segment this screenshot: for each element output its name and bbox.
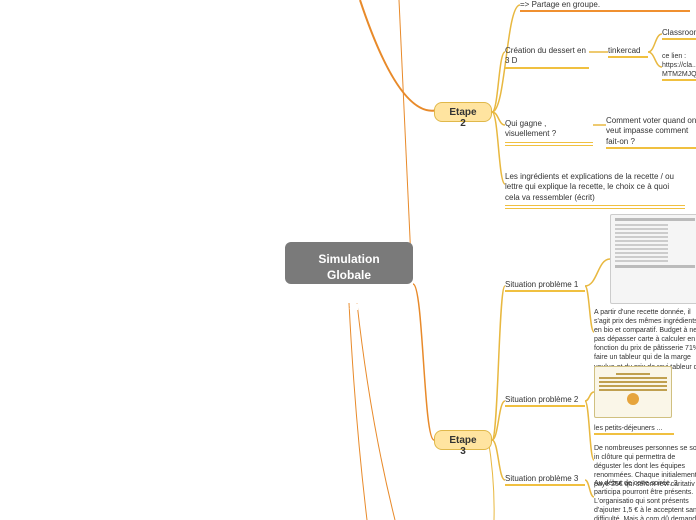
stage-etape3[interactable]: Etape 3 (434, 430, 492, 450)
node-sp3[interactable]: Situation problème 3 (505, 474, 585, 486)
node-celien[interactable]: ce lien : https://cla... MTM2MJQd... (662, 52, 696, 81)
node-sp1[interactable]: Situation problème 1 (505, 280, 585, 292)
root-title-line1: Simulation Globale (299, 252, 399, 283)
node-sp3-desc: Au début de cette soirée, 3 participa po… (594, 479, 696, 520)
node-sp2[interactable]: Situation problème 2 (505, 395, 585, 407)
node-tinkercad[interactable]: tinkercad (608, 46, 648, 58)
thumb-sp1 (610, 214, 696, 304)
node-quigagne[interactable]: Qui gagne , visuellement ? (505, 119, 593, 146)
thumb-sp2 (594, 366, 672, 418)
root-node[interactable]: Simulation Globale Graines de pâtissiers (285, 242, 413, 284)
node-sp2-caption: les petits-déjeuners ... (594, 424, 674, 435)
node-commentvoter[interactable]: Comment voter quand on veut impasse comm… (606, 116, 696, 149)
node-ingredients[interactable]: Les ingrédients et explications de la re… (505, 172, 685, 209)
root-title-line2: Graines de pâtissiers (299, 283, 399, 314)
stage-etape2[interactable]: Etape 2 (434, 102, 492, 122)
node-share[interactable]: => Partage en groupe. (520, 0, 690, 12)
node-creation3d[interactable]: Création du dessert en 3 D (505, 46, 589, 69)
node-classroom[interactable]: Classroom (662, 28, 696, 40)
